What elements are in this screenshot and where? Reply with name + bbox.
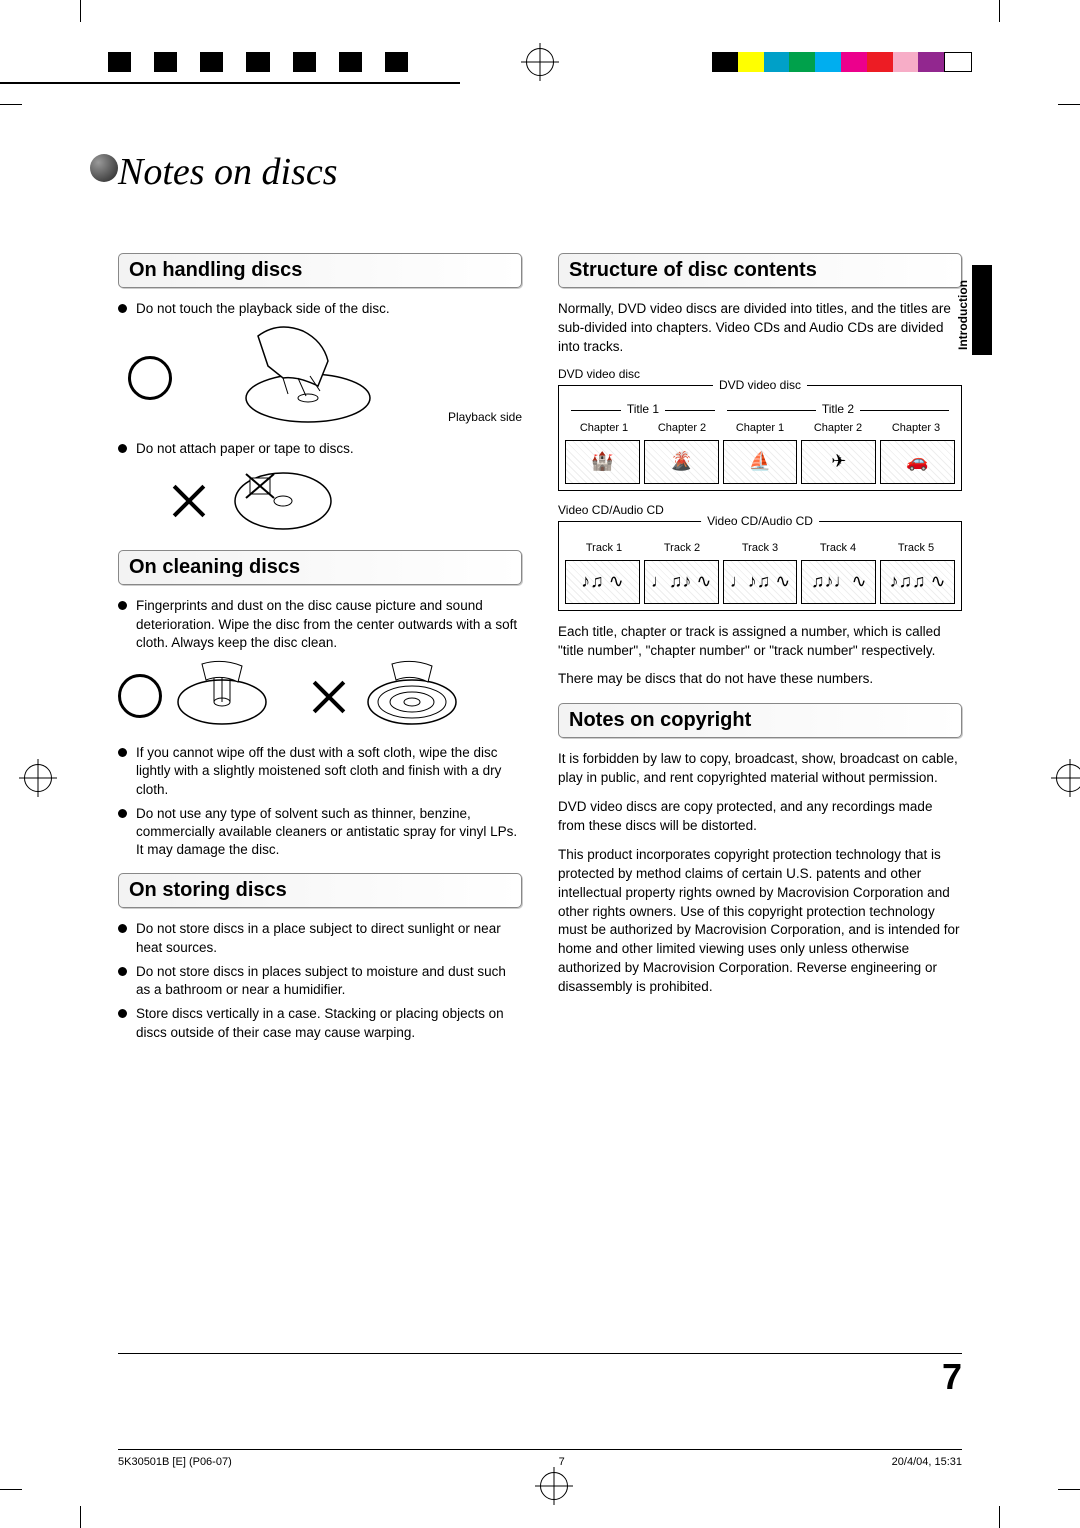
page-number-rule [118,1353,962,1354]
track-label: Track 3 [721,540,799,556]
section-cleaning: On cleaning discs [118,550,522,585]
track-thumb: ♩♪♫ ∿ [723,560,798,604]
figure-handling-ok: Playback side [118,326,522,426]
right-column: Structure of disc contents Normally, DVD… [558,239,962,1048]
struct-legend: DVD video disc [713,378,807,392]
crop-mark [0,1489,22,1490]
bullet-text: Do not store discs in a place subject to… [118,920,522,956]
footer-doc-id: 5K30501B [E] (P06-07) [118,1456,232,1468]
footer-page: 7 [559,1456,565,1468]
bullet-text: Do not store discs in places subject to … [118,963,522,999]
track-thumb: ♪♫ ∿ [565,560,640,604]
chapter-label: Chapter 2 [643,420,721,436]
bullet-text: Store discs vertically in a case. Stacki… [118,1005,522,1041]
dvd-structure-diagram: DVD video disc Title 1 Title 2 Chapter 1… [558,385,962,491]
body-text: Each title, chapter or track is assigned… [558,623,962,661]
track-thumb: ♩♫♪ ∿ [644,560,719,604]
chapter-thumb: 🚗 [880,440,955,484]
struct-title: Title 1 [621,402,665,416]
crop-mark [1058,1489,1080,1490]
crop-mark [0,104,22,105]
top-rule [0,82,460,84]
bullet-text: Do not use any type of solvent such as t… [118,805,522,860]
page-title: Notes on discs [118,150,962,194]
track-label: Track 5 [877,540,955,556]
crosshair-icon [24,764,52,792]
crop-mark [999,1506,1000,1528]
crosshair-icon [1056,764,1080,792]
ok-symbol-icon [118,674,162,718]
caption: Playback side [448,410,522,424]
body-text: This product incorporates copyright prot… [558,846,962,997]
track-thumb: ♫♪♩∿ [801,560,876,604]
chapter-thumb: 🌋 [644,440,719,484]
body-text: It is forbidden by law to copy, broadcas… [558,750,962,788]
vcd-structure-diagram: Video CD/Audio CD Track 1 Track 2 Track … [558,521,962,611]
body-text: There may be discs that do not have thes… [558,670,962,689]
section-structure: Structure of disc contents [558,253,962,288]
crop-mark [999,0,1000,22]
chapter-label: Chapter 3 [877,420,955,436]
page-number: 7 [942,1356,962,1398]
registration-marks [0,40,1080,80]
body-text: Normally, DVD video discs are divided in… [558,300,962,357]
left-column: On handling discs Do not touch the playb… [118,239,522,1048]
ok-symbol-icon [128,356,172,400]
track-label: Track 1 [565,540,643,556]
section-handling: On handling discs [118,253,522,288]
section-tab-bg [972,265,992,355]
color-bar [712,52,972,72]
page-content: Introduction Notes on discs On handling … [118,150,962,1398]
chapter-thumb: 🏰 [565,440,640,484]
title-ornament-icon [90,154,118,182]
page-title-text: Notes on discs [118,151,338,193]
track-label: Track 4 [799,540,877,556]
figure-handling-ng [118,466,522,536]
track-thumb: ♪♫♫ ∿ [880,560,955,604]
crop-mark [1058,104,1080,105]
crop-mark [80,1506,81,1528]
bullet-text: Fingerprints and dust on the disc cause … [118,597,522,652]
chapter-thumb: ⛵ [723,440,798,484]
track-label: Track 2 [643,540,721,556]
bullet-text: Do not attach paper or tape to discs. [118,440,522,458]
crosshair-icon [526,48,554,76]
bullet-text: If you cannot wipe off the dust with a s… [118,744,522,799]
chapter-label: Chapter 2 [799,420,877,436]
struct-title: Title 2 [816,402,860,416]
body-text: DVD video discs are copy protected, and … [558,798,962,836]
footer-datetime: 20/4/04, 15:31 [892,1456,962,1468]
chapter-thumb: ✈ [801,440,876,484]
ng-symbol-icon [168,480,210,522]
crop-mark [80,0,81,22]
struct-legend: Video CD/Audio CD [701,514,819,528]
figure-cleaning [118,660,522,730]
footer-rule [118,1449,962,1450]
section-storing: On storing discs [118,873,522,908]
section-copyright: Notes on copyright [558,703,962,738]
crosshair-icon [540,1472,568,1500]
chapter-label: Chapter 1 [565,420,643,436]
footer: 5K30501B [E] (P06-07) 7 20/4/04, 15:31 [118,1456,962,1468]
density-bar [108,52,408,72]
section-tab: Introduction [956,280,970,350]
ng-symbol-icon [308,676,350,718]
chapter-label: Chapter 1 [721,420,799,436]
